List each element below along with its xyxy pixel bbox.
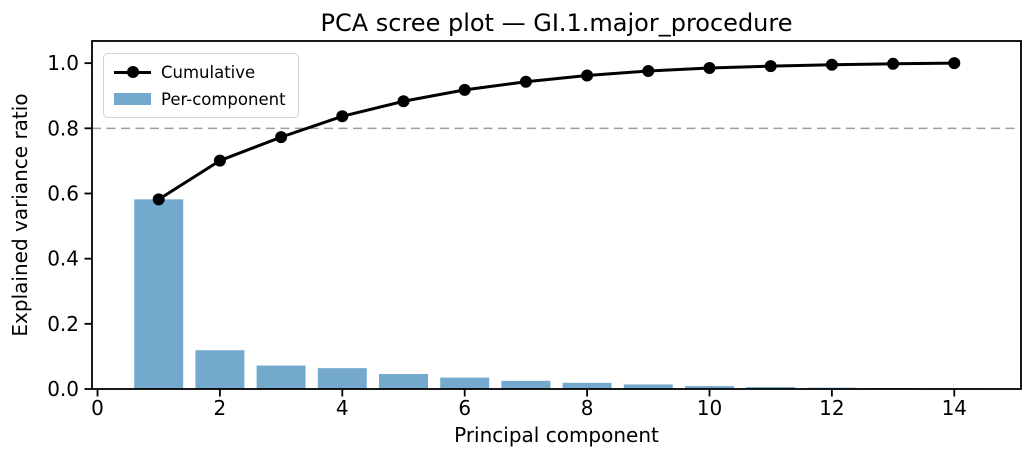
per-component-bar <box>501 380 551 389</box>
y-tick-label: 0.0 <box>47 377 79 401</box>
y-tick-label: 0.8 <box>47 116 79 140</box>
cumulative-marker <box>152 193 165 206</box>
per-component-bar <box>134 199 184 389</box>
cumulative-marker <box>275 131 288 144</box>
cumulative-marker <box>581 69 594 82</box>
x-tick-label: 10 <box>697 396 722 420</box>
x-tick-label: 4 <box>336 396 349 420</box>
cumulative-marker <box>887 57 900 70</box>
x-tick-label: 2 <box>214 396 227 420</box>
per-component-bar <box>379 374 428 389</box>
x-axis-label: Principal component <box>454 423 659 447</box>
per-component-bar <box>317 368 367 389</box>
cumulative-marker <box>458 83 471 96</box>
x-tick-label: 12 <box>819 396 844 420</box>
legend-label-per-component: Per-component <box>161 89 286 109</box>
per-component-bar <box>623 384 673 389</box>
legend-item-cumulative: Cumulative <box>114 61 286 83</box>
x-tick-label: 14 <box>942 396 967 420</box>
cumulative-marker <box>642 64 655 77</box>
cumulative-marker-icon <box>126 66 139 78</box>
cumulative-marker <box>519 75 532 88</box>
y-tick-label: 0.2 <box>47 312 79 336</box>
cumulative-line <box>157 61 956 201</box>
cumulative-marker <box>397 95 410 108</box>
per-component-bar <box>746 387 796 389</box>
axes-spines <box>91 40 1022 390</box>
per-component-bar <box>562 382 612 389</box>
legend: Cumulative Per-component <box>103 53 299 118</box>
cumulative-marker <box>948 57 961 70</box>
per-component-swatch <box>114 93 151 105</box>
cumulative-line-swatch <box>114 66 151 78</box>
per-component-bar <box>685 386 734 389</box>
legend-item-per-component: Per-component <box>114 88 286 110</box>
cumulative-marker <box>825 58 838 71</box>
chart-title: PCA scree plot — GI.1.major_procedure <box>320 9 793 37</box>
y-tick-label: 0.4 <box>47 247 79 271</box>
x-tick-label: 8 <box>581 396 594 420</box>
per-component-bar <box>195 350 245 389</box>
per-component-bar <box>256 365 306 389</box>
legend-label-cumulative: Cumulative <box>161 62 256 82</box>
cumulative-marker <box>336 110 349 123</box>
y-axis-label: Explained variance ratio <box>8 93 32 337</box>
cumulative-marker <box>213 154 226 167</box>
cumulative-marker <box>703 62 716 75</box>
y-tick-label: 1.0 <box>47 51 79 75</box>
y-tick-label: 0.6 <box>47 181 79 205</box>
per-component-bar <box>440 377 490 389</box>
x-tick-label: 6 <box>458 396 471 420</box>
cumulative-marker <box>764 60 777 73</box>
x-tick-label: 0 <box>91 396 104 420</box>
